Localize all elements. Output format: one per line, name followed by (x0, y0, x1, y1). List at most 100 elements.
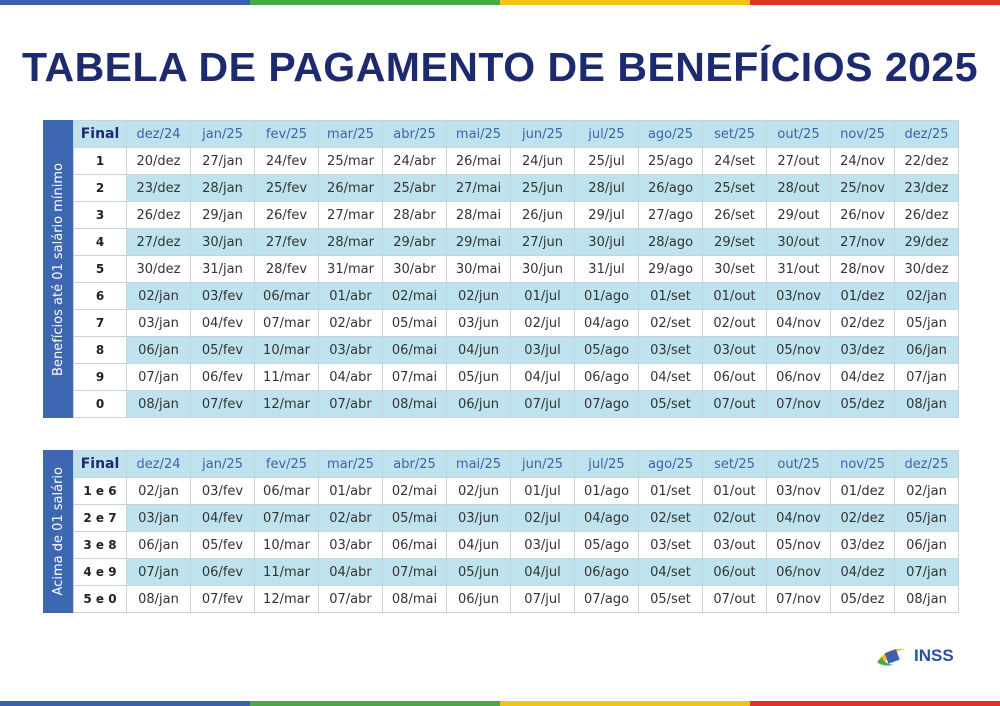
payment-date: 23/dez (126, 174, 191, 202)
month-header: jul/25 (574, 120, 639, 148)
payment-date: 27/nov (830, 228, 895, 256)
month-header: dez/25 (894, 120, 959, 148)
payment-date: 24/jun (510, 147, 575, 175)
bottom-color-stripe (0, 701, 1000, 706)
payment-date: 11/mar (254, 363, 319, 391)
payment-date: 28/nov (830, 255, 895, 283)
payment-date: 02/jan (894, 477, 959, 505)
payment-date: 06/mai (382, 336, 447, 364)
final-digit: 0 (73, 390, 127, 418)
payment-date: 05/dez (830, 585, 895, 613)
payment-date: 03/jul (510, 531, 575, 559)
final-digit: 3 e 8 (73, 531, 127, 559)
payment-date: 31/mar (318, 255, 383, 283)
payment-date: 07/fev (190, 585, 255, 613)
payment-date: 30/dez (894, 255, 959, 283)
payment-date: 02/set (638, 309, 703, 337)
table-row: 6 02/jan 03/fev 06/mar 01/abr 02/mai 02/jun 01/… (73, 282, 959, 310)
payment-date: 05/jan (894, 504, 959, 532)
payment-date: 03/jan (126, 504, 191, 532)
payment-date: 03/fev (190, 282, 255, 310)
payment-date: 06/ago (574, 363, 639, 391)
payment-date: 26/set (702, 201, 767, 229)
payment-date: 03/abr (318, 531, 383, 559)
payment-date: 25/ago (638, 147, 703, 175)
payment-date: 04/jun (446, 531, 511, 559)
table-row: 5 e 0 08/jan 07/fev 12/mar 07/abr 08/mai 06/ju… (73, 585, 959, 613)
payment-date: 31/out (766, 255, 831, 283)
payment-date: 05/nov (766, 531, 831, 559)
payment-date: 03/jun (446, 309, 511, 337)
payment-date: 03/jul (510, 336, 575, 364)
payment-date: 07/nov (766, 390, 831, 418)
payment-date: 03/out (702, 531, 767, 559)
payment-date: 06/jun (446, 585, 511, 613)
payment-date: 30/out (766, 228, 831, 256)
payment-date: 03/nov (766, 282, 831, 310)
table-row: 4 e 9 07/jan 06/fev 11/mar 04/abr 07/mai 05/ju… (73, 558, 959, 586)
table-row: 8 06/jan 05/fev 10/mar 03/abr 06/mai 04/jun 03/… (73, 336, 959, 364)
payment-date: 31/jul (574, 255, 639, 283)
payment-date: 05/nov (766, 336, 831, 364)
final-digit: 6 (73, 282, 127, 310)
payment-date: 26/mai (446, 147, 511, 175)
payment-date: 26/mar (318, 174, 383, 202)
payment-date: 01/abr (318, 477, 383, 505)
payment-date: 05/fev (190, 336, 255, 364)
final-digit: 3 (73, 201, 127, 229)
payment-date: 26/nov (830, 201, 895, 229)
table1-side-label: Benefícios até 01 salário mínimo (43, 120, 73, 418)
month-header: fev/25 (254, 120, 319, 148)
month-header: ago/25 (638, 120, 703, 148)
payment-date: 05/set (638, 585, 703, 613)
payment-date: 30/mai (446, 255, 511, 283)
payment-date: 08/jan (894, 390, 959, 418)
final-digit: 5 e 0 (73, 585, 127, 613)
final-header: Final (73, 450, 127, 478)
month-header: dez/24 (126, 120, 191, 148)
month-header: set/25 (702, 450, 767, 478)
payment-date: 22/dez (894, 147, 959, 175)
payment-date: 25/nov (830, 174, 895, 202)
payment-date: 04/jul (510, 363, 575, 391)
payment-date: 20/dez (126, 147, 191, 175)
month-header: nov/25 (830, 450, 895, 478)
inss-logo-icon (877, 648, 906, 666)
payment-date: 07/out (702, 390, 767, 418)
payment-date: 29/mai (446, 228, 511, 256)
payment-date: 27/out (766, 147, 831, 175)
month-header: fev/25 (254, 450, 319, 478)
payment-date: 01/dez (830, 282, 895, 310)
payment-date: 07/ago (574, 585, 639, 613)
payment-date: 01/dez (830, 477, 895, 505)
payment-date: 06/out (702, 363, 767, 391)
payment-date: 03/dez (830, 531, 895, 559)
payment-date: 10/mar (254, 531, 319, 559)
payment-date: 26/ago (638, 174, 703, 202)
payment-date: 28/ago (638, 228, 703, 256)
payment-date: 26/fev (254, 201, 319, 229)
final-digit: 9 (73, 363, 127, 391)
payment-date: 04/ago (574, 309, 639, 337)
table-row: 3 e 8 06/jan 05/fev 10/mar 03/abr 06/mai 04/ju… (73, 531, 959, 559)
table-row: 0 08/jan 07/fev 12/mar 07/abr 08/mai 06/jun 07/… (73, 390, 959, 418)
final-digit: 8 (73, 336, 127, 364)
final-digit: 1 e 6 (73, 477, 127, 505)
payment-date: 02/jan (126, 477, 191, 505)
payment-date: 29/jul (574, 201, 639, 229)
payment-date: 06/jan (894, 336, 959, 364)
payment-date: 27/mai (446, 174, 511, 202)
payment-date: 29/set (702, 228, 767, 256)
payment-date: 28/jul (574, 174, 639, 202)
table-row: 2 e 7 03/jan 04/fev 07/mar 02/abr 05/mai 03/ju… (73, 504, 959, 532)
payment-date: 05/jun (446, 363, 511, 391)
payment-date: 29/ago (638, 255, 703, 283)
month-header: dez/25 (894, 450, 959, 478)
payment-date: 07/nov (766, 585, 831, 613)
inss-logo: INSS (876, 645, 954, 667)
month-header: jun/25 (510, 120, 575, 148)
payment-date: 04/nov (766, 504, 831, 532)
payment-date: 27/ago (638, 201, 703, 229)
payment-date: 07/ago (574, 390, 639, 418)
payment-date: 08/jan (894, 585, 959, 613)
